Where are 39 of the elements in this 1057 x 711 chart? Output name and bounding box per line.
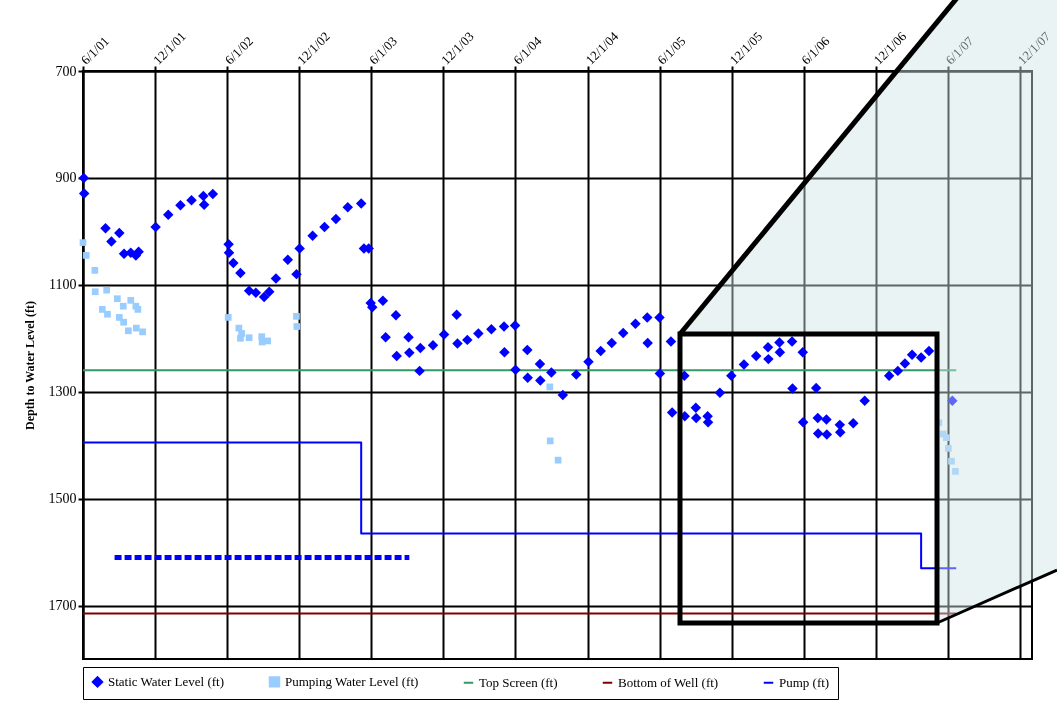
point <box>944 445 952 452</box>
point <box>91 288 99 296</box>
point <box>91 267 99 274</box>
point <box>119 302 127 310</box>
point <box>546 437 554 445</box>
point <box>264 337 272 345</box>
y-tick-label: 1100 <box>49 277 77 293</box>
y-tick-label: 900 <box>55 170 77 186</box>
point <box>245 334 253 342</box>
point <box>82 252 90 259</box>
y-tick-label: 1300 <box>48 384 77 400</box>
y-axis-title: Depth to Water Level (ft) <box>22 301 37 430</box>
point <box>134 306 142 313</box>
point <box>104 310 111 318</box>
point <box>224 314 232 321</box>
point <box>952 468 959 475</box>
legend-label: Pump (ft) <box>779 674 830 690</box>
point <box>237 334 244 342</box>
point <box>103 286 111 294</box>
y-tick-label: 1500 <box>48 491 77 507</box>
point <box>554 456 562 464</box>
point <box>943 434 950 442</box>
point <box>293 323 301 330</box>
legend-label: Static Water Level (ft) <box>108 673 225 689</box>
point <box>127 296 135 304</box>
legend-label: Top Screen (ft) <box>479 674 558 690</box>
point <box>546 383 554 391</box>
y-tick-label: 1700 <box>48 598 77 614</box>
point <box>293 313 300 320</box>
point <box>98 306 106 313</box>
legend-label: Pumping Water Level (ft) <box>285 673 419 689</box>
point <box>113 295 121 303</box>
point <box>948 457 955 465</box>
legend-label: Bottom of Well (ft) <box>618 674 719 690</box>
point <box>139 328 146 336</box>
point <box>125 327 132 335</box>
point <box>79 239 87 246</box>
y-tick-label: 700 <box>55 63 77 79</box>
point <box>120 318 127 326</box>
